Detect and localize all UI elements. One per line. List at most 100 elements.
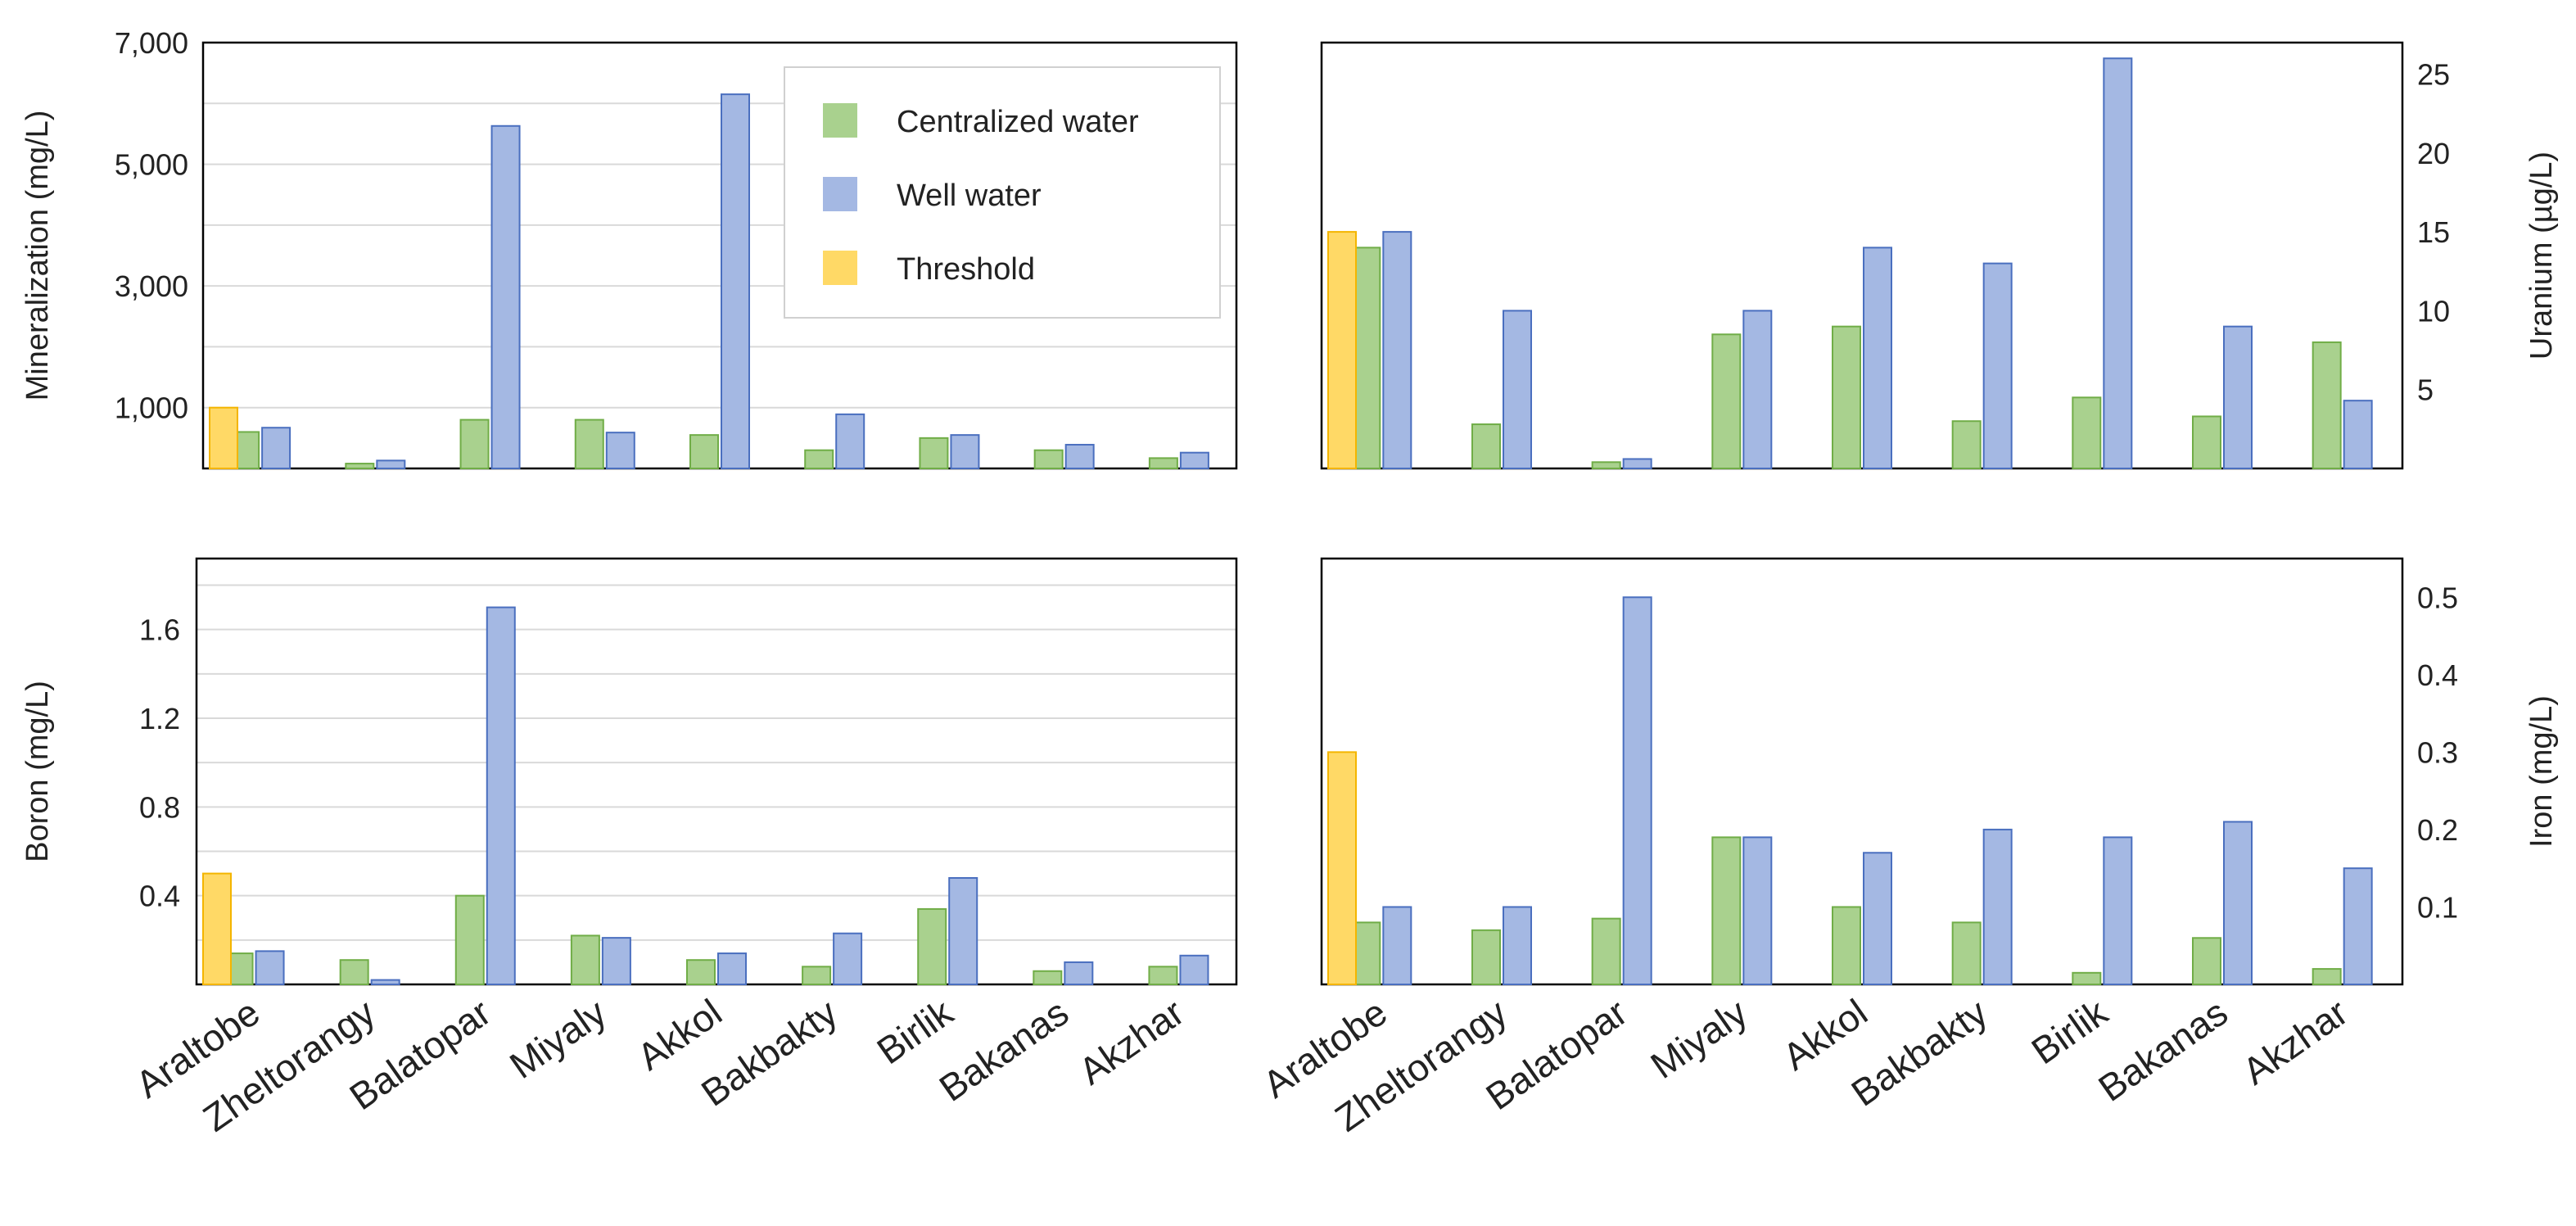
category-label-boron-7: Bakanas (932, 991, 1076, 1110)
ytick-label-uranium-3: 20 (2417, 137, 2450, 170)
ytick-label-mineralization-2: 5,000 (115, 148, 188, 182)
bar-centralized-boron-7 (1033, 970, 1063, 985)
category-label-iron-4: Akkol (1775, 991, 1875, 1079)
bar-centralized-boron-1 (339, 959, 369, 986)
bar-well-boron-6 (948, 877, 978, 985)
ytick-label-boron-0: 0.4 (139, 880, 180, 913)
bar-well-uranium-4 (1863, 247, 1892, 469)
bar-well-iron-6 (2103, 836, 2133, 986)
bar-threshold-uranium (1327, 231, 1357, 469)
ytick-label-iron-4: 0.5 (2417, 581, 2458, 614)
legend-label-well: Well water (897, 179, 1042, 213)
bar-well-mineralization-6 (950, 434, 980, 470)
bar-centralized-mineralization-8 (1148, 457, 1178, 469)
bar-well-uranium-8 (2343, 400, 2373, 469)
legend-swatch-well (823, 177, 857, 211)
bar-centralized-mineralization-7 (1033, 449, 1064, 470)
bar-centralized-iron-7 (2192, 937, 2221, 985)
bar-centralized-mineralization-2 (459, 418, 490, 469)
bar-threshold-iron (1327, 751, 1357, 985)
category-label-iron-3: Miyaly (1643, 991, 1755, 1087)
bar-centralized-iron-5 (1951, 921, 1982, 986)
ytick-label-boron-1: 0.8 (139, 790, 180, 824)
ytick-label-boron-2: 1.2 (139, 702, 180, 735)
bar-well-iron-4 (1863, 852, 1892, 985)
bar-well-iron-3 (1742, 836, 1773, 986)
bar-well-boron-2 (486, 606, 516, 985)
ytick-label-mineralization-3: 7,000 (115, 26, 188, 60)
bar-threshold-mineralization (209, 406, 238, 470)
ytick-label-uranium-1: 10 (2417, 294, 2450, 328)
ytick-label-iron-0: 0.1 (2417, 890, 2458, 924)
category-label-boron-3: Miyaly (502, 991, 614, 1087)
axis-title-mineralization: Mineralization (mg/L) (20, 111, 55, 401)
ytick-label-iron-1: 0.2 (2417, 813, 2458, 847)
ytick-label-uranium-0: 5 (2417, 373, 2434, 407)
bar-centralized-uranium-7 (2192, 415, 2221, 470)
bar-well-mineralization-8 (1179, 451, 1209, 470)
bar-well-uranium-3 (1742, 310, 1773, 469)
legend-label-centralized: Centralized water (897, 105, 1139, 139)
bar-centralized-boron-4 (686, 959, 716, 986)
bar-centralized-uranium-1 (1471, 423, 1501, 470)
category-label-boron-6: Birlik (869, 990, 960, 1072)
bar-well-boron-5 (833, 932, 863, 986)
axis-title-uranium: Uranium (µg/L) (2524, 152, 2559, 360)
category-label-iron-5: Bakbakty (1844, 991, 1995, 1115)
panel-mineralization: 1,000 3,000 5,000 7,000 Mineralization (mg/L… (20, 26, 1238, 470)
ytick-label-mineralization-0: 1,000 (115, 391, 188, 425)
bar-well-uranium-2 (1622, 458, 1652, 470)
panel-boron: 0.4 0.8 1.2 1.6 Boron (mg/L) (20, 557, 1238, 986)
bar-centralized-mineralization-6 (919, 437, 949, 469)
bar-well-iron-5 (1982, 828, 2013, 986)
bar-well-boron-0 (255, 950, 285, 985)
bar-well-iron-2 (1622, 596, 1652, 985)
bar-centralized-uranium-5 (1951, 420, 1982, 470)
plot-frame-uranium (1320, 41, 2404, 470)
bar-centralized-mineralization-4 (689, 434, 719, 470)
bar-well-boron-8 (1179, 954, 1209, 985)
bar-centralized-boron-8 (1148, 966, 1178, 986)
ytick-label-uranium-4: 25 (2417, 58, 2450, 92)
bar-well-iron-0 (1382, 906, 1412, 986)
bar-well-mineralization-7 (1064, 444, 1095, 469)
bar-centralized-boron-3 (570, 934, 600, 985)
bar-well-iron-1 (1503, 906, 1532, 986)
bar-centralized-uranium-2 (1591, 461, 1621, 470)
bar-centralized-mineralization-1 (345, 463, 375, 469)
bar-threshold-boron (202, 872, 232, 986)
bar-centralized-boron-2 (454, 894, 485, 985)
bar-well-uranium-0 (1382, 231, 1412, 469)
bar-well-iron-8 (2343, 867, 2373, 985)
panel-iron: 0.1 0.2 0.3 0.4 0.5 Iron (mg/L) (1320, 557, 2559, 986)
ytick-label-boron-3: 1.6 (139, 613, 180, 647)
bar-centralized-uranium-3 (1711, 333, 1742, 469)
bar-well-boron-3 (601, 937, 631, 985)
bar-well-iron-7 (2223, 821, 2253, 985)
bar-well-boron-7 (1064, 961, 1094, 985)
ytick-label-mineralization-1: 3,000 (115, 269, 188, 303)
bar-centralized-uranium-6 (2072, 396, 2102, 470)
category-label-iron-8: Akzhar (2235, 991, 2355, 1093)
legend: Centralized water Well water Threshold (784, 66, 1221, 319)
category-label-iron-6: Birlik (2024, 990, 2116, 1072)
bar-well-uranium-5 (1982, 262, 2013, 470)
bar-well-mineralization-4 (721, 93, 750, 470)
bar-centralized-iron-1 (1471, 929, 1501, 986)
bar-centralized-iron-2 (1591, 917, 1621, 985)
axis-title-boron: Boron (mg/L) (20, 681, 55, 862)
bar-centralized-uranium-8 (2312, 341, 2342, 470)
bar-well-uranium-1 (1503, 310, 1532, 469)
bar-centralized-iron-8 (2312, 968, 2342, 986)
bar-well-mineralization-5 (835, 413, 865, 469)
bar-centralized-mineralization-5 (804, 449, 834, 470)
plot-frame-boron (195, 557, 1238, 986)
plot-frame-mineralization (201, 41, 1238, 470)
bar-centralized-boron-6 (917, 907, 947, 985)
bar-centralized-iron-4 (1832, 906, 1861, 986)
bar-centralized-iron-6 (2072, 971, 2102, 986)
legend-label-threshold: Threshold (897, 252, 1035, 287)
bar-well-uranium-6 (2103, 57, 2133, 470)
